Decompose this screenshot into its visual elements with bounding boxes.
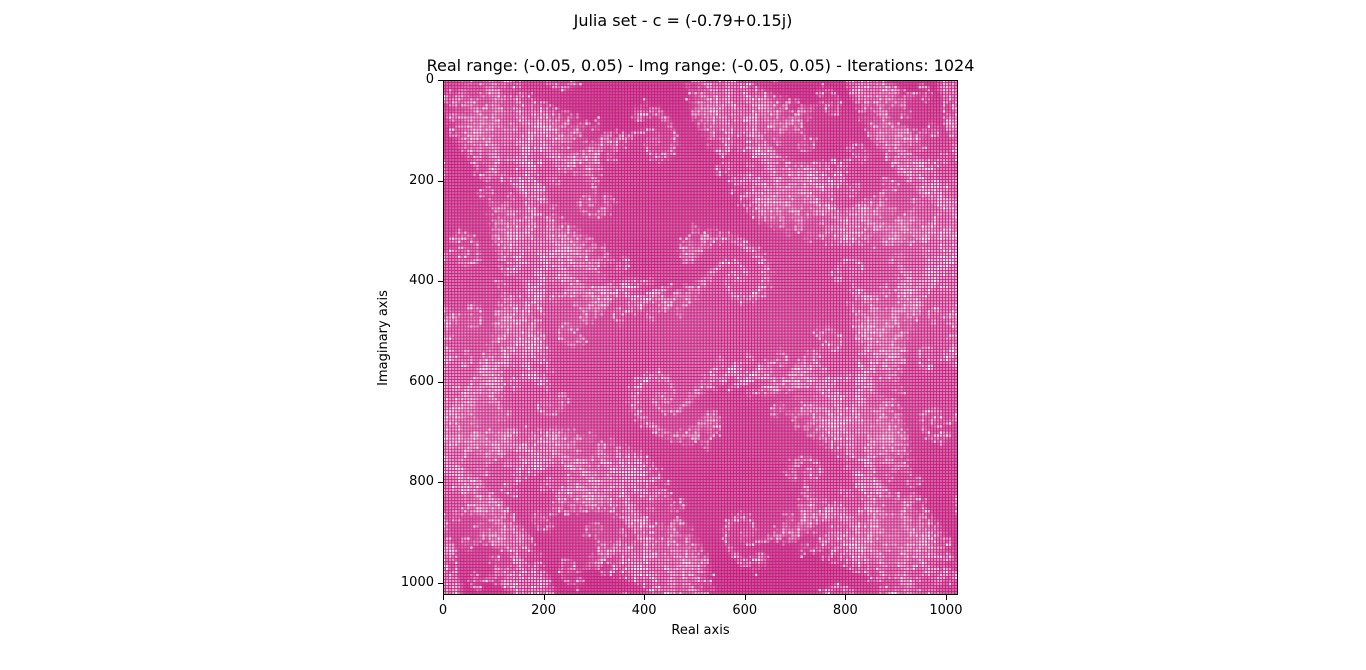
x-tick-label: 0 (413, 603, 473, 619)
y-tick-mark (438, 482, 443, 483)
x-tick-mark (544, 595, 545, 600)
y-tick-label: 400 (374, 273, 434, 289)
y-tick-label: 0 (374, 72, 434, 88)
julia-set-heatmap (443, 80, 958, 595)
y-tick-mark (438, 382, 443, 383)
x-axis-label: Real axis (443, 623, 958, 639)
y-axis-label: Imaginary axis (376, 290, 392, 386)
x-tick-mark (443, 595, 444, 600)
x-tick-mark (745, 595, 746, 600)
x-tick-label: 800 (815, 603, 875, 619)
y-tick-mark (438, 80, 443, 81)
x-tick-mark (644, 595, 645, 600)
x-tick-label: 600 (715, 603, 775, 619)
x-tick-label: 400 (614, 603, 674, 619)
y-tick-label: 800 (374, 474, 434, 490)
julia-set-image (443, 80, 958, 595)
figure-suptitle: Julia set - c = (-0.79+0.15j) (0, 11, 1366, 31)
y-tick-mark (438, 281, 443, 282)
x-tick-label: 200 (514, 603, 574, 619)
y-tick-label: 200 (374, 173, 434, 189)
y-tick-label: 1000 (374, 575, 434, 591)
y-tick-mark (438, 583, 443, 584)
axes-title: Real range: (-0.05, 0.05) - Img range: (… (400, 56, 1001, 76)
x-tick-label: 1000 (916, 603, 976, 619)
y-tick-mark (438, 181, 443, 182)
x-tick-mark (845, 595, 846, 600)
x-tick-mark (946, 595, 947, 600)
